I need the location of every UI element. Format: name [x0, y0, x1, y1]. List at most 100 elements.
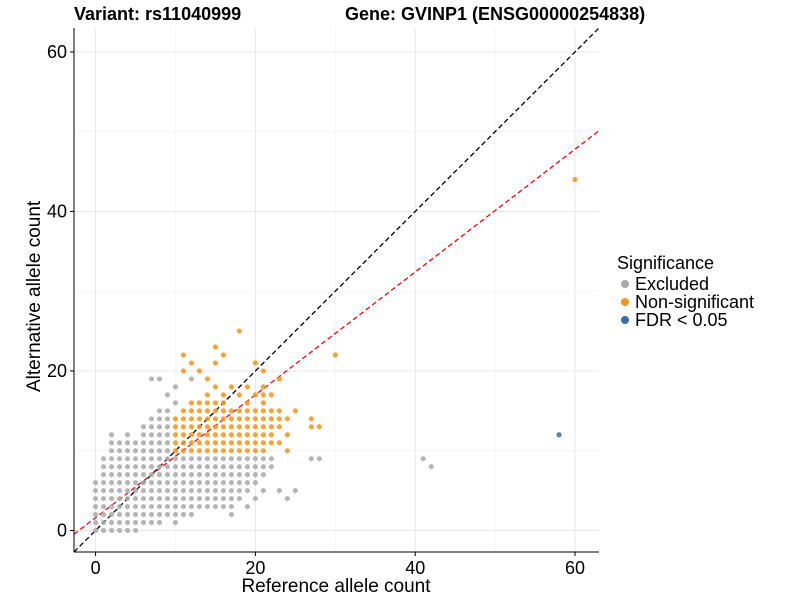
point-excluded [116, 487, 123, 494]
legend-label-fdr: FDR < 0.05 [635, 309, 728, 330]
point-excluded [188, 472, 195, 478]
point-excluded [116, 495, 123, 502]
point-non-significant [188, 416, 195, 422]
y-tick-label: 0 [57, 520, 67, 540]
y-tick-label: 60 [47, 42, 67, 62]
gene-title: Gene: GVINP1 (ENSG00000254838) [345, 4, 646, 24]
point-excluded [204, 464, 211, 470]
point-non-significant [260, 440, 266, 446]
point-non-significant [188, 408, 195, 414]
point-excluded [92, 495, 99, 502]
point-excluded [156, 519, 163, 526]
point-excluded [108, 503, 115, 510]
point-non-significant [188, 400, 195, 406]
point-excluded [100, 503, 107, 510]
point-excluded [220, 480, 227, 486]
point-non-significant [204, 400, 211, 406]
point-excluded [212, 503, 219, 510]
point-excluded [132, 527, 139, 534]
point-excluded [180, 464, 187, 470]
point-non-significant [244, 400, 251, 406]
point-excluded [252, 456, 258, 462]
point-excluded [164, 416, 171, 422]
legend-title: Significance [617, 253, 715, 273]
point-non-significant [260, 416, 266, 422]
point-excluded [140, 480, 147, 486]
point-excluded [164, 511, 171, 518]
point-excluded [228, 503, 235, 510]
point-excluded [116, 448, 123, 454]
point-excluded [164, 408, 171, 414]
point-excluded [196, 503, 203, 510]
legend-item-non-significant: Non-significant [617, 291, 755, 312]
point-excluded [156, 424, 163, 430]
point-non-significant [252, 448, 258, 454]
point-non-significant [236, 408, 243, 414]
x-tick-label: 20 [245, 558, 265, 578]
variant-title: Variant: rs11040999 [74, 4, 242, 24]
point-non-significant [196, 440, 203, 446]
legend-label-non-significant: Non-significant [635, 291, 755, 312]
point-non-significant [316, 424, 322, 430]
point-excluded [124, 503, 131, 510]
point-excluded [108, 495, 115, 502]
x-tick-label: 60 [565, 558, 585, 578]
point-excluded [148, 440, 155, 446]
point-excluded [108, 464, 115, 470]
point-excluded [316, 456, 322, 462]
point-non-significant [204, 440, 211, 446]
point-excluded [188, 487, 195, 494]
point-excluded [188, 503, 195, 510]
y-tick-label: 40 [47, 201, 67, 221]
point-non-significant [220, 408, 227, 414]
point-non-significant [172, 424, 179, 430]
point-excluded [228, 464, 235, 470]
point-excluded [124, 480, 131, 486]
point-non-significant [236, 424, 243, 430]
point-excluded [124, 432, 131, 438]
point-non-significant [196, 400, 203, 406]
point-excluded [156, 456, 163, 462]
point-excluded [132, 440, 139, 446]
point-excluded [172, 472, 179, 478]
point-non-significant [308, 416, 314, 422]
point-non-significant [244, 416, 251, 422]
point-excluded [196, 472, 203, 478]
point-excluded [172, 495, 179, 502]
point-excluded [228, 495, 235, 502]
point-non-significant [172, 416, 179, 422]
point-non-significant [252, 424, 258, 430]
point-excluded [244, 503, 251, 510]
data-points [92, 176, 578, 534]
point-non-significant [236, 448, 243, 454]
point-excluded [188, 495, 195, 502]
point-excluded [148, 376, 155, 382]
point-excluded [100, 495, 107, 502]
point-non-significant [268, 424, 274, 430]
point-non-significant [180, 448, 187, 454]
point-excluded [116, 440, 123, 446]
point-non-significant [204, 432, 211, 438]
point-excluded [204, 456, 211, 462]
point-excluded [108, 511, 115, 518]
point-non-significant [260, 400, 266, 406]
point-excluded [140, 472, 147, 478]
point-excluded [164, 487, 171, 494]
point-excluded [212, 480, 219, 486]
point-excluded [164, 472, 171, 478]
point-excluded [244, 464, 251, 470]
point-excluded [180, 495, 187, 502]
point-excluded [108, 456, 115, 462]
point-excluded [220, 456, 227, 462]
legend-item-excluded: Excluded [617, 274, 754, 294]
point-excluded [116, 503, 123, 510]
point-excluded [108, 527, 115, 534]
point-excluded [204, 495, 211, 502]
point-non-significant [252, 392, 258, 398]
point-excluded [220, 464, 227, 470]
point-non-significant [180, 352, 187, 358]
point-non-significant [292, 408, 298, 414]
point-excluded [116, 464, 123, 470]
point-excluded [148, 503, 155, 510]
point-excluded [148, 519, 155, 526]
